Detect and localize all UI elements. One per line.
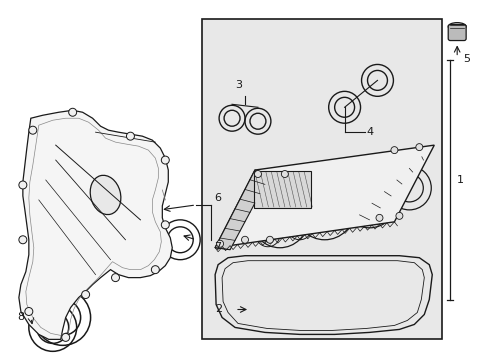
FancyBboxPatch shape xyxy=(254,171,311,208)
Text: 1: 1 xyxy=(457,175,464,185)
Text: 6: 6 xyxy=(214,193,221,203)
Text: 8: 8 xyxy=(17,312,24,323)
Circle shape xyxy=(126,132,134,140)
Bar xyxy=(202,19,442,339)
Text: 2: 2 xyxy=(215,305,222,315)
Circle shape xyxy=(151,266,159,274)
Circle shape xyxy=(112,274,120,282)
Circle shape xyxy=(82,291,90,298)
Circle shape xyxy=(25,307,33,315)
Circle shape xyxy=(416,144,423,150)
Polygon shape xyxy=(215,170,270,250)
Circle shape xyxy=(161,221,169,229)
Polygon shape xyxy=(215,145,434,248)
Circle shape xyxy=(62,333,70,341)
Circle shape xyxy=(217,240,223,247)
Text: 3: 3 xyxy=(236,80,243,90)
Circle shape xyxy=(281,171,288,177)
Ellipse shape xyxy=(90,175,121,215)
Text: 4: 4 xyxy=(367,127,374,137)
Circle shape xyxy=(29,126,37,134)
Ellipse shape xyxy=(448,23,466,31)
Text: 5: 5 xyxy=(463,54,470,64)
Circle shape xyxy=(267,236,273,243)
Text: 7: 7 xyxy=(214,242,221,252)
Circle shape xyxy=(19,236,27,244)
Circle shape xyxy=(254,171,262,177)
Circle shape xyxy=(391,147,398,154)
Circle shape xyxy=(161,156,169,164)
Circle shape xyxy=(242,236,248,243)
FancyBboxPatch shape xyxy=(448,24,466,41)
Circle shape xyxy=(396,212,403,219)
Circle shape xyxy=(19,181,27,189)
Circle shape xyxy=(376,214,383,221)
Circle shape xyxy=(69,108,76,116)
Polygon shape xyxy=(19,110,172,339)
